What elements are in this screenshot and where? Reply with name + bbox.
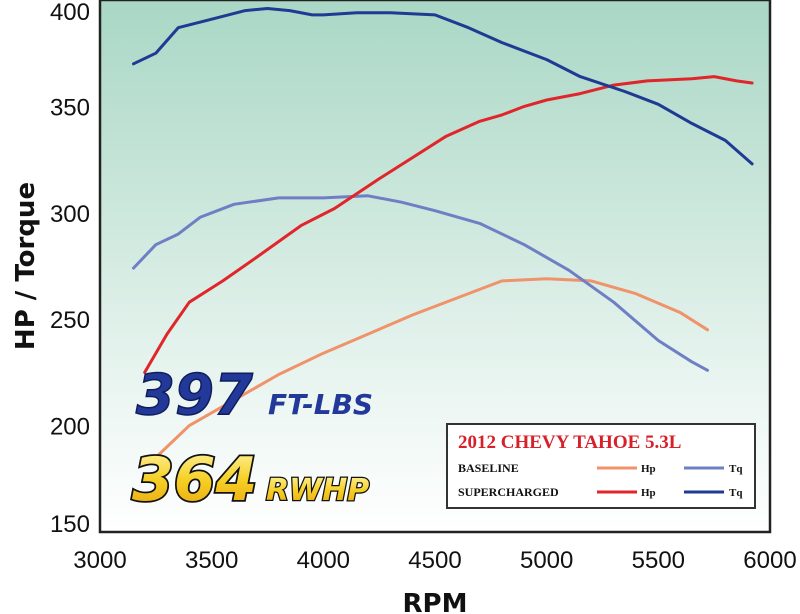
- legend-title: 2012 CHEVY TAHOE 5.3L: [458, 432, 681, 453]
- x-tick-label: 6000: [743, 547, 796, 574]
- x-tick-label: 3000: [73, 547, 126, 574]
- legend-baseline-tq-label: Tq: [729, 463, 743, 475]
- x-axis-title: RPM: [403, 589, 468, 614]
- y-tick-label: 150: [50, 511, 90, 538]
- x-tick-label: 5000: [520, 547, 573, 574]
- x-tick-label: 4000: [297, 547, 350, 574]
- headline-torque-value: 397: [136, 363, 253, 428]
- headline-power-unit: RWHP: [266, 473, 369, 508]
- series-line-baseline-tq: [132, 194, 709, 372]
- legend-row-supercharged-label: SUPERCHARGED: [458, 485, 559, 499]
- y-tick-label: 300: [50, 201, 90, 228]
- headline-power: 364 RWHP: [130, 443, 370, 517]
- y-tick-label: 200: [50, 414, 90, 441]
- headline-torque: 397 FT-LBS: [135, 362, 373, 429]
- x-tick-label: 4500: [408, 547, 461, 574]
- y-tick-label: 350: [50, 94, 90, 121]
- y-tick-label: 400: [50, 0, 90, 26]
- series-line-baseline-hp: [154, 277, 709, 459]
- legend-row-baseline-label: BASELINE: [458, 461, 519, 475]
- x-tick-label: 3500: [185, 547, 238, 574]
- legend-supercharged-hp-label: Hp: [641, 487, 656, 499]
- legend-baseline-hp-label: Hp: [641, 463, 656, 475]
- y-tick-label: 250: [50, 307, 90, 334]
- legend-supercharged-tq-label: Tq: [729, 487, 743, 499]
- y-axis-ticks: 150 200 250 300 350 400: [50, 0, 90, 538]
- legend: 2012 CHEVY TAHOE 5.3L BASELINE Hp Tq SUP…: [446, 423, 756, 509]
- plot-frame: [98, 0, 772, 534]
- y-axis-title: HP / Torque: [11, 182, 41, 350]
- series-layer: [132, 7, 754, 459]
- headline-power-value: 364: [132, 445, 257, 515]
- x-axis-ticks: 3000 3500 4000 4500 5000 5500 6000: [73, 547, 796, 574]
- x-tick-label: 5500: [632, 547, 685, 574]
- series-line-supercharged-hp: [143, 75, 754, 374]
- legend-frame: [446, 423, 756, 509]
- headline-torque-unit: FT-LBS: [268, 388, 373, 421]
- series-line-supercharged-tq: [132, 7, 754, 166]
